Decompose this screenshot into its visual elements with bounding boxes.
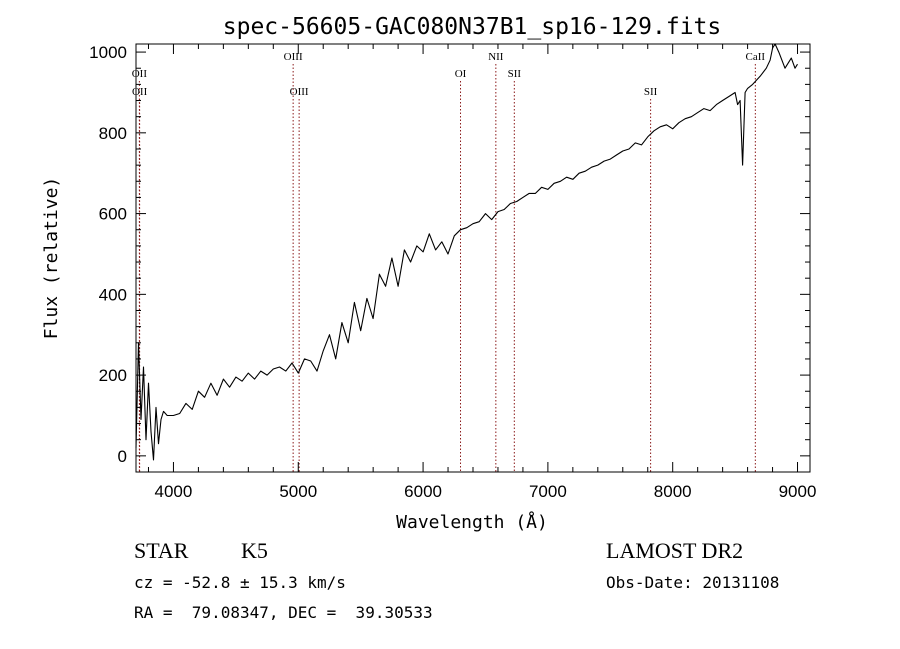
y-tick-label: 200	[99, 366, 127, 385]
velocity-readout: cz = -52.8 ± 15.3 km/s	[134, 573, 346, 592]
emission-line-label: CaII	[746, 51, 766, 63]
plot-frame	[135, 43, 811, 473]
chart-title: spec-56605-GAC080N37B1_sp16-129.fits	[223, 14, 722, 40]
obs-date-readout: Obs-Date: 20131108	[606, 573, 780, 592]
emission-line-label: OIII	[284, 51, 303, 63]
x-tick-label: 5000	[279, 482, 317, 501]
x-tick-label: 4000	[155, 482, 193, 501]
y-tick-label: 1000	[89, 43, 127, 62]
x-tick-label: 8000	[654, 482, 692, 501]
x-tick-label: 7000	[529, 482, 567, 501]
emission-line-label: NII	[488, 51, 504, 63]
spectrum-series-line	[135, 43, 798, 461]
emission-line-label: OII	[132, 68, 148, 80]
emission-line-label: SII	[508, 68, 522, 80]
class-label: STAR	[134, 538, 189, 563]
emission-line-label: OI	[455, 68, 467, 80]
x-axis-label: Wavelength (Å)	[396, 511, 548, 533]
x-tick-label: 6000	[404, 482, 442, 501]
subclass-label: K5	[241, 538, 268, 563]
y-tick-label: 800	[99, 124, 127, 143]
x-tick-label: 9000	[779, 482, 817, 501]
emission-line-label: OII	[132, 86, 148, 98]
emission-line-markers: OII OII OIII OIII OI NII SII SII CaII	[132, 51, 766, 472]
y-tick-label: 600	[99, 205, 127, 224]
survey-label: LAMOST DR2	[606, 538, 744, 563]
emission-line-label: OIII	[290, 86, 309, 98]
axis-ticks: 4000 5000 6000 7000 8000 9000 0 200 400 600 800 100…	[89, 43, 816, 501]
y-axis-label: Flux (relative)	[41, 177, 62, 340]
coordinates-readout: RA = 79.08347, DEC = 39.30533	[134, 603, 433, 622]
emission-line-label: SII	[644, 86, 658, 98]
y-tick-label: 400	[99, 285, 127, 304]
y-tick-label: 0	[118, 447, 127, 466]
